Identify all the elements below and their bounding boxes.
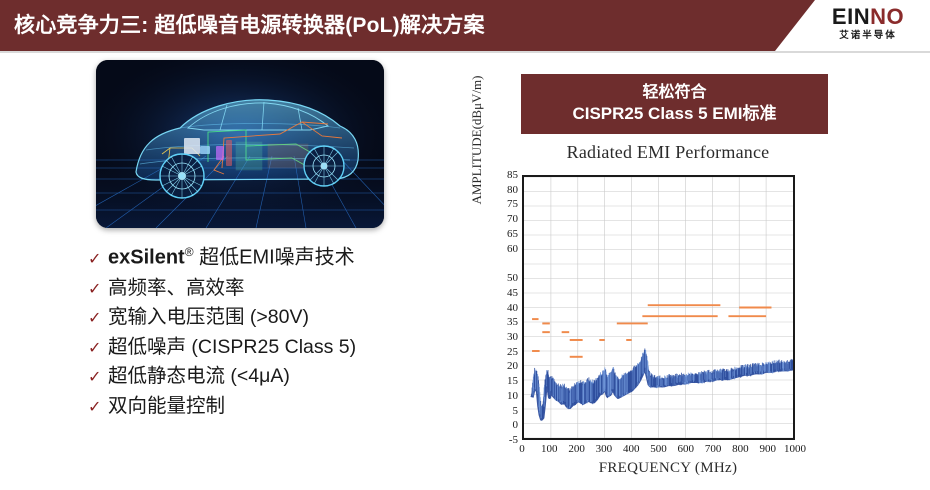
list-item-label: 高频率、高效率 <box>108 276 245 299</box>
list-item-label: 双向能量控制 <box>108 394 226 417</box>
chart-y-axis-ticks: 85 80 75 70 65 60 50 45 40 35 30 25 20 15 10 5 0 -5 <box>490 170 519 446</box>
chart-y-tick: 25 <box>507 345 518 358</box>
chart-y-tick: 80 <box>507 183 518 196</box>
check-icon: ✓ <box>88 396 102 416</box>
chart-x-tick: 600 <box>677 443 695 455</box>
list-item: ✓ exSilent® 超低EMI噪声技术 <box>88 246 468 269</box>
check-icon: ✓ <box>88 278 102 298</box>
check-icon: ✓ <box>88 248 102 268</box>
chart-y-axis-label: AMPLITUDE(dBμV/m) <box>469 75 484 205</box>
chart-x-tick: 700 <box>704 443 722 455</box>
chart-x-axis-label: FREQUENCY (MHz) <box>598 460 738 476</box>
chart-x-tick: 300 <box>595 443 613 455</box>
chart-title: Radiated EMI Performance <box>566 142 770 162</box>
radiated-emi-chart: Radiated EMI Performance AMPLITUDE(dBμV/… <box>462 75 874 490</box>
chart-y-tick: 30 <box>507 330 518 343</box>
header-background <box>0 0 815 51</box>
header-bar: 核心竞争力三: 超低噪音电源转换器(PoL)解决方案 <box>0 0 930 51</box>
list-item-brand: exSilent <box>108 246 185 269</box>
chart-y-tick: 10 <box>507 389 518 402</box>
chart-y-tick: 70 <box>507 213 518 226</box>
registered-mark-icon: ® <box>184 245 194 259</box>
list-item-label: exSilent® 超低EMI噪声技术 <box>108 246 355 269</box>
header-divider <box>0 51 930 53</box>
chart-x-tick: 900 <box>759 443 776 455</box>
chart-y-tick: 85 <box>507 169 518 181</box>
car-wireframe-graphic <box>96 60 384 228</box>
list-item-label: 超低静态电流 (<4μA) <box>108 365 290 388</box>
check-icon: ✓ <box>88 367 102 387</box>
compliance-callout: 轻松符合 CISPR25 Class 5 EMI标准 <box>521 74 828 134</box>
logo-wordmark-main: EIN <box>831 4 871 29</box>
chart-y-tick: 35 <box>507 316 518 329</box>
chart-y-tick: -5 <box>508 434 518 446</box>
chart-x-tick: 1000 <box>784 443 806 455</box>
list-item: ✓ 高频率、高效率 <box>88 276 468 299</box>
chart-x-axis-ticks: 0 100 200 300 400 500 600 700 800 900 1000 <box>519 443 806 458</box>
chart-y-tick: 60 <box>507 242 518 255</box>
chart-y-tick: 75 <box>507 198 518 211</box>
chart-y-tick: 15 <box>507 375 518 388</box>
company-logo: EINNO 艾诺半导体 <box>820 6 916 46</box>
chart-y-tick: 65 <box>507 227 518 240</box>
logo-wordmark-accent: NO <box>870 4 905 29</box>
page-title: 核心竞争力三: 超低噪音电源转换器(PoL)解决方案 <box>14 14 485 37</box>
chart-x-tick: 200 <box>568 443 585 455</box>
compliance-callout-line1: 轻松符合 <box>642 84 707 101</box>
chart-x-tick: 500 <box>650 443 667 455</box>
logo-wordmark: EINNO <box>820 6 916 28</box>
feature-bullet-list: ✓ exSilent® 超低EMI噪声技术 ✓ 高频率、高效率 ✓ 宽输入电压范… <box>88 246 468 425</box>
compliance-callout-line2: CISPR25 Class 5 EMI标准 <box>572 104 777 123</box>
chart-x-tick: 800 <box>732 443 749 455</box>
chart-x-tick: 400 <box>622 443 640 455</box>
list-item: ✓ 超低噪声 (CISPR25 Class 5) <box>88 335 468 358</box>
logo-subtitle: 艾诺半导体 <box>839 30 897 41</box>
list-item: ✓ 宽输入电压范围 (>80V) <box>88 307 468 328</box>
list-item: ✓ 超低静态电流 (<4μA) <box>88 366 468 387</box>
list-item-label: 超低噪声 (CISPR25 Class 5) <box>108 335 357 358</box>
chart-y-tick: 50 <box>507 272 518 285</box>
chart-y-tick: 20 <box>507 360 518 373</box>
list-item-label: 宽输入电压范围 (>80V) <box>108 306 309 329</box>
list-item-text: 超低EMI噪声技术 <box>193 246 355 269</box>
chart-plot-area <box>522 175 795 440</box>
chart-x-tick: 100 <box>541 443 558 455</box>
chart-y-tick: 45 <box>507 286 518 299</box>
automotive-wireframe-image <box>96 60 384 228</box>
chart-y-tick: 0 <box>512 419 519 432</box>
check-icon: ✓ <box>88 337 102 357</box>
list-item: ✓ 双向能量控制 <box>88 394 468 417</box>
chart-plot-svg <box>524 177 793 438</box>
check-icon: ✓ <box>88 308 102 328</box>
chart-y-tick: 40 <box>507 301 518 314</box>
chart-x-tick: 0 <box>519 443 525 455</box>
chart-y-tick: 5 <box>512 404 519 417</box>
